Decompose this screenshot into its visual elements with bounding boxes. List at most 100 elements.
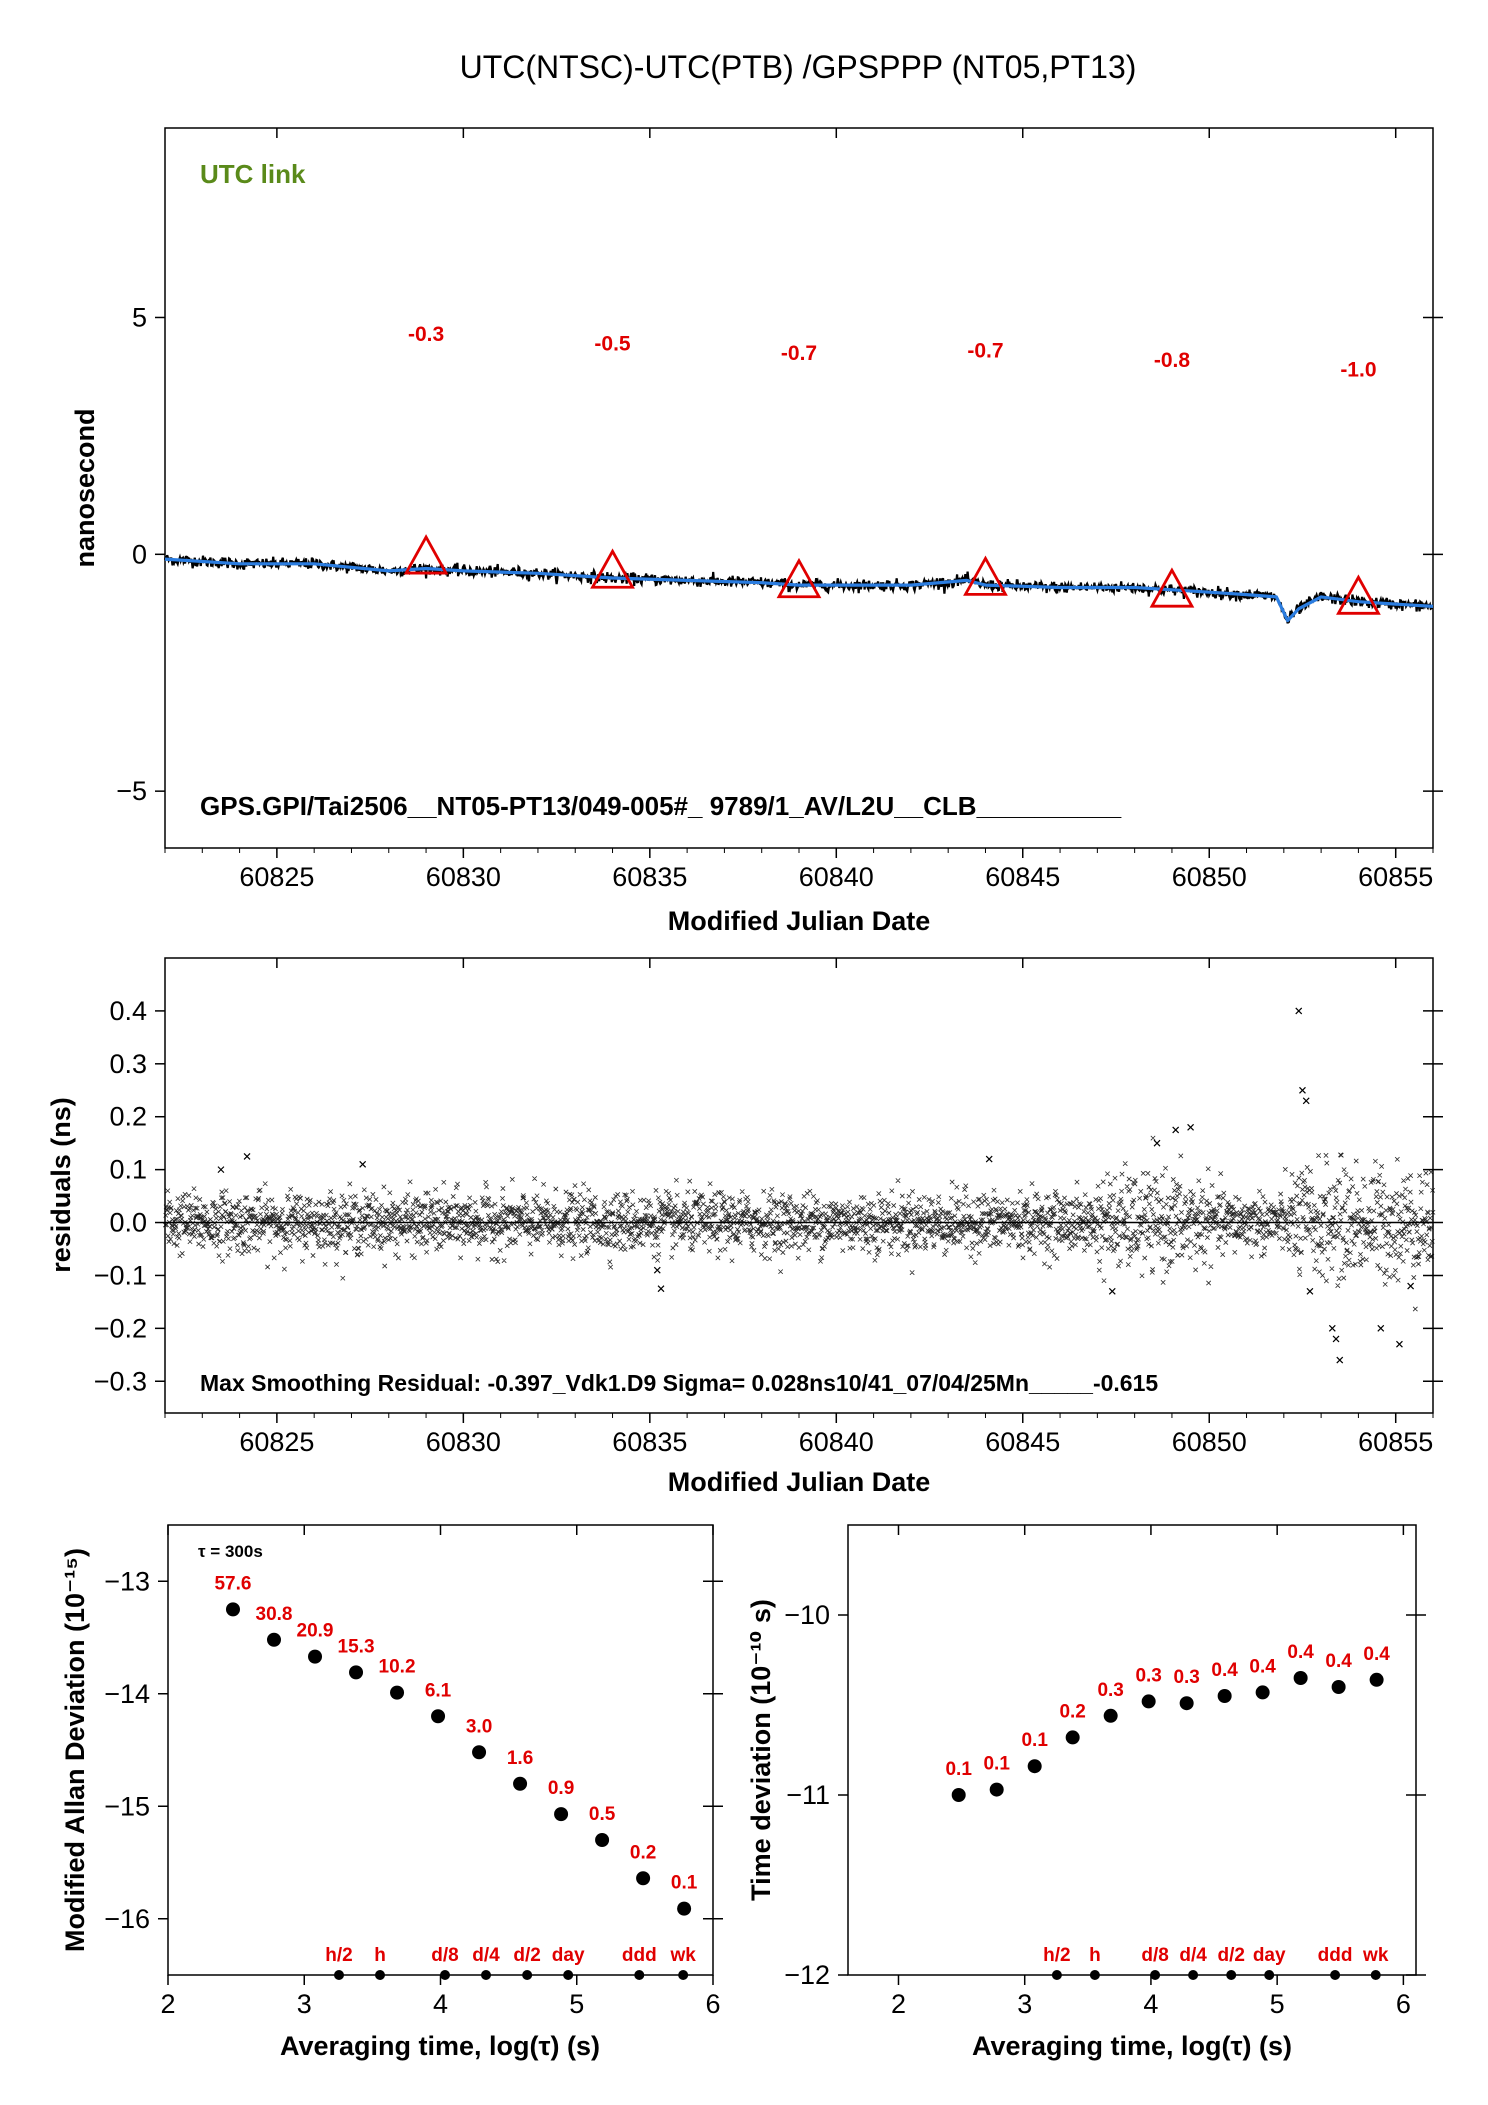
tdev-x-tick-label: 2 xyxy=(891,1989,906,2019)
mdev-bottom-mark-label: day xyxy=(552,1945,585,1966)
tdev-data-point xyxy=(1103,1708,1118,1723)
top-x-tick-label: 60835 xyxy=(612,862,687,892)
mid-residual-spikes xyxy=(217,1007,1415,1364)
tdev-bottom-mark xyxy=(1150,1970,1161,1980)
mdev-data-point xyxy=(677,1901,692,1916)
tdev-x-ticks: 2 3 4 5 6 xyxy=(891,1525,1411,2019)
tdev-bottom-mark-label: ddd xyxy=(1318,1945,1353,1966)
mid-y-tick-label: 0.1 xyxy=(109,1155,147,1185)
top-plot-frame xyxy=(164,127,1434,849)
top-marker-label: -0.8 xyxy=(1154,349,1191,372)
tdev-bottom-mark xyxy=(1226,1970,1237,1980)
mid-x-tick-label: 60830 xyxy=(426,1427,501,1457)
mid-x-ticks: 60825 60830 60835 60840 60845 60850 60855 xyxy=(164,958,1434,1457)
tdev-x-axis-title: Averaging time, log(τ) (s) xyxy=(972,2031,1292,2061)
mid-y-tick-label: −0.2 xyxy=(94,1313,147,1343)
top-triangle-marker xyxy=(776,557,822,599)
tdev-data-point xyxy=(989,1782,1004,1797)
tdev-bottom-mark-label: d/8 xyxy=(1141,1945,1168,1966)
tdev-bottom-mark-label: wk xyxy=(1362,1945,1389,1966)
mid-x-tick-label: 60845 xyxy=(985,1427,1060,1457)
tdev-data-point xyxy=(1141,1694,1156,1709)
mdev-point-label: 10.2 xyxy=(379,1657,416,1678)
mdev-point-label: 0.2 xyxy=(630,1842,656,1863)
top-marker-label: -0.7 xyxy=(781,342,817,365)
mdev-x-axis-title: Averaging time, log(τ) (s) xyxy=(280,2031,600,2061)
mdev-data-point xyxy=(431,1709,446,1724)
mid-x-tick-label: 60825 xyxy=(239,1427,314,1457)
top-x-tick-label: 60855 xyxy=(1358,862,1433,892)
top-raw-trace xyxy=(163,553,1434,624)
mdev-point-label: 30.8 xyxy=(256,1604,293,1625)
top-y-tick-label: 5 xyxy=(132,302,147,332)
tdev-y-tick-label: −11 xyxy=(786,1780,830,1810)
mdev-plot-area: 57.630.820.915.310.2 6.1 3.0 1.6 0.9 0.5 0.2 0.… xyxy=(214,1573,698,1980)
mdev-x-tick-label: 6 xyxy=(705,1989,720,2019)
tdev-bottom-mark-label: h/2 xyxy=(1043,1945,1070,1966)
mdev-tau-annotation: τ = 300s xyxy=(198,1542,263,1561)
mdev-y-tick-label: −16 xyxy=(104,1904,150,1934)
top-y-axis-title: nanosecond xyxy=(70,408,100,567)
top-triangle-marker xyxy=(963,555,1008,596)
mdev-x-tick-label: 2 xyxy=(160,1989,175,2019)
tdev-data-point xyxy=(1369,1672,1384,1687)
top-triangle-marker xyxy=(1149,567,1195,608)
top-marker-label: -0.3 xyxy=(408,323,444,346)
mdev-bottom-mark xyxy=(563,1970,574,1980)
mdev-bottom-mark xyxy=(634,1970,645,1980)
tdev-data-point xyxy=(1027,1759,1042,1774)
tdev-x-tick-label: 6 xyxy=(1396,1989,1411,2019)
tdev-x-tick-label: 3 xyxy=(1017,1989,1032,2019)
tdev-data-point xyxy=(1293,1671,1308,1685)
top-x-ticks: 60825 60830 60835 60840 60845 60850 60855 xyxy=(164,128,1434,892)
top-panel: UTC link GPS.GPI/Tai2506__NT05-PT13/049-… xyxy=(70,127,1443,936)
tdev-plot-area: 0.1 0.1 0.1 0.2 0.3 0.3 0.3 0.4 0.4 0.4 0.4 0.4 h/2 h… xyxy=(945,1642,1390,1980)
mdev-bottom-mark xyxy=(522,1970,533,1980)
page-title: UTC(NTSC)-UTC(PTB) /GPSPPP (NT05,PT13) xyxy=(460,49,1137,85)
mid-y-tick-label: −0.1 xyxy=(94,1260,147,1290)
tdev-y-ticks: −10 −11 −12 xyxy=(784,1600,1426,1990)
tdev-bottom-mark xyxy=(1089,1970,1100,1980)
top-triangle-marker xyxy=(1336,574,1381,615)
top-triangle-marker xyxy=(590,548,635,589)
mdev-bottom-mark-label: h/2 xyxy=(325,1945,352,1966)
mid-residual-cloud xyxy=(162,1135,1436,1312)
mdev-point-label: 1.6 xyxy=(507,1748,533,1769)
mid-x-tick-label: 60850 xyxy=(1172,1427,1247,1457)
mdev-data-point xyxy=(225,1602,240,1617)
tdev-bottom-mark xyxy=(1330,1970,1341,1980)
mid-y-tick-label: 0.2 xyxy=(109,1102,147,1132)
tdev-bottom-mark-label: d/4 xyxy=(1179,1945,1207,1966)
tdev-bottom-mark xyxy=(1264,1970,1275,1980)
tdev-point-label: 0.4 xyxy=(1287,1642,1314,1663)
mdev-bottom-mark-label: ddd xyxy=(622,1945,657,1966)
mdev-data-point xyxy=(267,1632,282,1647)
mdev-point-label: 0.5 xyxy=(589,1804,616,1825)
mdev-data-point xyxy=(472,1745,487,1760)
mdev-x-tick-label: 5 xyxy=(569,1989,584,2019)
tdev-bottom-mark xyxy=(1370,1970,1381,1980)
top-x-tick-label: 60845 xyxy=(985,862,1060,892)
mdev-y-ticks: −13 −14 −15 −16 xyxy=(104,1566,723,1934)
mid-y-ticks: 0.4 0.3 0.2 0.1 0.0 −0.1 −0.2 −0.3 xyxy=(94,996,1443,1396)
tdev-point-label: 0.3 xyxy=(1173,1667,1199,1688)
mdev-y-axis-title: Modified Allan Deviation (10⁻¹⁵) xyxy=(60,1548,90,1952)
mdev-y-tick-label: −13 xyxy=(104,1566,150,1596)
mdev-bottom-mark xyxy=(439,1970,450,1980)
tdev-data-point xyxy=(1065,1730,1080,1745)
mdev-bottom-mark xyxy=(481,1970,492,1980)
mid-y-tick-label: −0.3 xyxy=(94,1366,147,1396)
tdev-data-point xyxy=(951,1788,966,1802)
tdev-point-label: 0.3 xyxy=(1135,1665,1161,1686)
tdev-point-label: 0.4 xyxy=(1325,1651,1352,1672)
tdev-y-tick-label: −12 xyxy=(784,1960,830,1990)
mdev-data-point xyxy=(554,1807,569,1822)
mdev-bottom-mark-label: d/2 xyxy=(513,1945,540,1966)
top-id-annotation: GPS.GPI/Tai2506__NT05-PT13/049-005#_ 978… xyxy=(200,791,1122,821)
top-y-ticks: 5 0 −5 xyxy=(116,302,1443,806)
mdev-point-label: 57.6 xyxy=(214,1573,251,1594)
top-x-axis-title: Modified Julian Date xyxy=(668,906,931,936)
tdev-point-label: 0.2 xyxy=(1059,1701,1085,1722)
top-marker-label: -0.5 xyxy=(594,333,631,356)
